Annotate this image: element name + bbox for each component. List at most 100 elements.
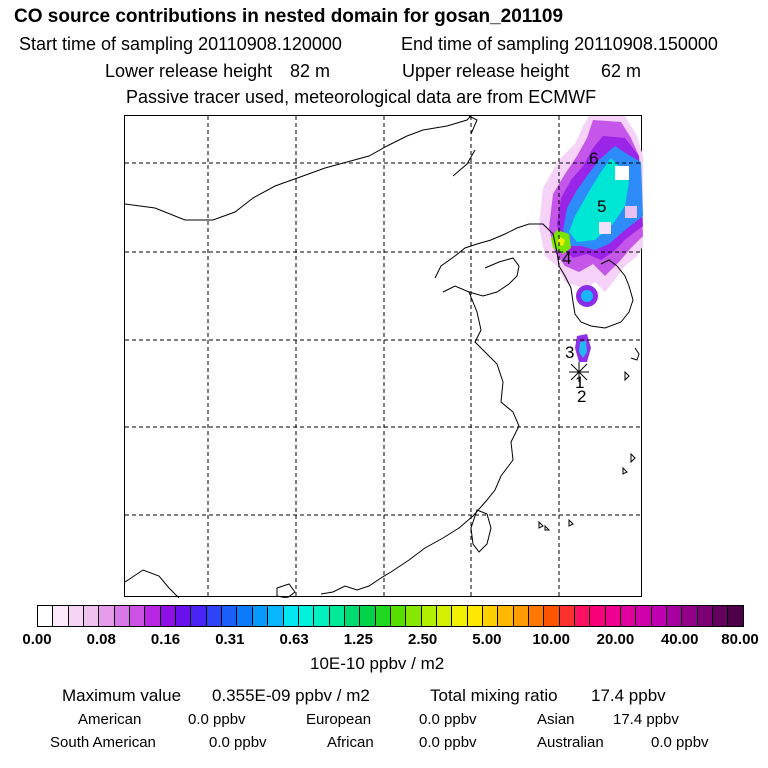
colorbar-cell: [451, 606, 467, 626]
region-value: 0.0 ppbv: [419, 711, 477, 728]
upper-release-label: Upper release height: [402, 61, 570, 81]
taiwan-island: [470, 509, 492, 553]
colorbar-cell: [343, 606, 360, 626]
colorbar-cell: [98, 606, 114, 626]
colorbar-tick-label: 2.50: [408, 631, 438, 648]
colorbar-cell: [52, 606, 68, 626]
colorbar-cell: [297, 606, 314, 626]
plot-title: CO source contributions in nested domain…: [14, 6, 564, 27]
colorbar-cell: [497, 606, 513, 626]
colorbar-cell: [420, 606, 436, 626]
colorbar-tick-label: 0.00: [22, 631, 52, 648]
region-value: 0.0 ppbv: [209, 734, 267, 751]
colorbar-tick-label: 1.25: [343, 631, 373, 648]
colorbar-cell: [236, 606, 252, 626]
trajectory-markers: 6 5 4 3 1 2: [562, 149, 606, 406]
region-value: 0.0 ppbv: [651, 734, 709, 751]
lower-release-label: Lower release height: [105, 61, 273, 81]
end-time-label: End time of sampling 20110908.150000: [401, 34, 718, 54]
colorbar-cell: [359, 606, 375, 626]
colorbar-cell: [620, 606, 636, 626]
colorbar-cell: [650, 606, 667, 626]
colorbar-tick-label: 40.00: [660, 631, 699, 648]
upper-release-value: 62 m: [601, 61, 642, 81]
colorbar-cell: [38, 606, 53, 626]
japan-kyushu: [630, 347, 640, 361]
concentration-plume: [539, 116, 643, 362]
total-mixing-value: 17.4 ppbv: [591, 686, 666, 705]
colorbar-cell: [727, 606, 743, 626]
colorbar-cell: [696, 606, 713, 626]
mongolia-border: [125, 116, 472, 221]
colorbar-cell: [635, 606, 651, 626]
colorbar-cell: [159, 606, 176, 626]
marker-label: 4: [562, 249, 571, 268]
colorbar-tick-label: 5.00: [472, 631, 502, 648]
plume-white-patch: [625, 206, 637, 218]
coastlines: [125, 116, 640, 598]
lower-release-value: 82 m: [290, 61, 331, 81]
marker-label: 6: [589, 149, 598, 168]
colorbar-tick-label: 0.08: [86, 631, 116, 648]
marker-label: 1: [575, 373, 584, 392]
max-value-label: Maximum value: [62, 686, 182, 705]
colorbar-cell: [221, 606, 237, 626]
colorbar-cell: [528, 606, 544, 626]
start-time-label: Start time of sampling 20110908.120000: [19, 34, 342, 54]
colorbar-cell: [251, 606, 268, 626]
colorbar-cell: [589, 606, 605, 626]
region-name: Asian: [537, 711, 575, 728]
colorbar-cell: [67, 606, 84, 626]
colorbar-cell: [113, 606, 130, 626]
colorbar-cell: [374, 606, 390, 626]
colorbar-cell: [681, 606, 697, 626]
colorbar-cell: [466, 606, 482, 626]
marker-label: 3: [565, 343, 574, 362]
colorbar-cell: [543, 606, 559, 626]
region-value: 0.0 ppbv: [188, 711, 246, 728]
small-isles: [538, 518, 574, 531]
region-name: South American: [50, 734, 156, 751]
colorbar-tick-label: 0.31: [215, 631, 245, 648]
colorbar-cell: [712, 606, 728, 626]
colorbar-cell: [604, 606, 621, 626]
asterisk-receptor-icon: [569, 362, 589, 382]
marker-label: 5: [597, 197, 606, 216]
tracer-note: Passive tracer used, meteorological data…: [126, 87, 597, 107]
lat-lon-grid: [125, 116, 643, 598]
colorbar-cell: [574, 606, 590, 626]
colorbar-cell: [435, 606, 452, 626]
colorbar-cell: [83, 606, 99, 626]
region-value: 17.4 ppbv: [613, 711, 679, 728]
colorbar-cell: [205, 606, 222, 626]
colorbar-cell: [144, 606, 160, 626]
plume-south-tail-core: [579, 341, 587, 358]
korea-peninsula: [558, 259, 634, 329]
colorbar-tick-label: 0.63: [279, 631, 309, 648]
colorbar-cell: [282, 606, 298, 626]
colorbar-cell: [481, 606, 498, 626]
colorbar-cell: [313, 606, 329, 626]
colorbar-tick-label: 20.00: [596, 631, 635, 648]
plume-white-patch: [599, 222, 611, 234]
china-east-coast: [320, 291, 520, 595]
colorbar-cell: [175, 606, 191, 626]
colorbar-cell: [267, 606, 283, 626]
colorbar-cell: [666, 606, 682, 626]
colorbar-tick-label: 80.00: [721, 631, 759, 648]
region-value: 0.0 ppbv: [419, 734, 477, 751]
vietnam-coast: [125, 569, 180, 598]
colorbar-cell: [328, 606, 344, 626]
colorbar-cell: [389, 606, 406, 626]
region-name: Australian: [537, 734, 604, 751]
hainan-island: [276, 583, 296, 598]
colorbar-tick-label: 0.16: [150, 631, 181, 648]
map-canvas: 6 5 4 3 1 2: [125, 116, 643, 598]
bohai-coast: [434, 223, 560, 279]
region-name: African: [327, 734, 374, 751]
plume-white-patch: [615, 166, 629, 180]
colorbar-unit: 10E-10 ppbv / m2: [310, 654, 445, 673]
northeast-border: [452, 116, 478, 177]
region-name: American: [78, 711, 142, 728]
plume-lower-blob-core: [581, 290, 593, 302]
